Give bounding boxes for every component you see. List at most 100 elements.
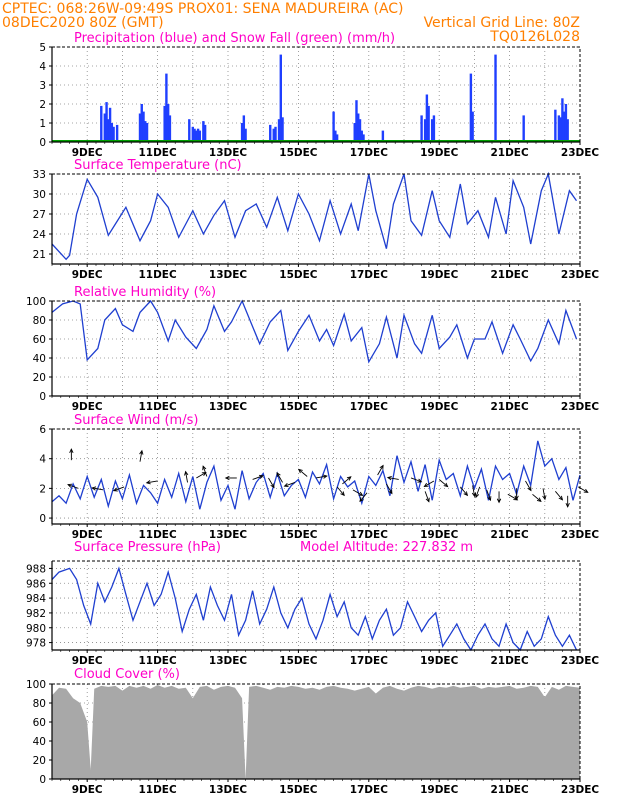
wind-arrow <box>298 469 308 477</box>
precip-bar <box>110 123 114 142</box>
temperature-xtick-label: 13DEC <box>209 269 248 281</box>
wind-arrow-head <box>496 498 502 504</box>
precip-bar <box>355 100 358 142</box>
header-model: TQ0126L028 <box>489 29 580 45</box>
panels-container: Precipitation (blue) and Snow Fall (gree… <box>26 31 599 796</box>
temperature-ytick-label: 33 <box>33 169 46 181</box>
humidity-ytick-label: 100 <box>26 296 46 308</box>
wind-arrow <box>438 479 448 487</box>
precip-bar <box>430 119 434 142</box>
precip-bar <box>242 115 246 142</box>
cloud-ytick-label: 100 <box>26 679 46 691</box>
wind-xtick-label: 13DEC <box>209 529 248 541</box>
cloud-ytick-label: 80 <box>33 698 46 710</box>
wind-arrow <box>139 450 143 462</box>
precip-bar <box>471 111 474 142</box>
wind-arrow <box>410 477 422 483</box>
wind-arrow-head <box>463 491 469 497</box>
pressure-xtick-label: 21DEC <box>490 655 529 667</box>
humidity-ytick-label: 60 <box>33 334 46 346</box>
precip-bar <box>191 126 194 142</box>
pressure-annotation: Model Altitude: 227.832 m <box>300 540 473 555</box>
wind-arrow <box>67 484 79 489</box>
wind-arrow-head <box>224 475 230 481</box>
precip-bar <box>140 104 143 142</box>
cloud-xtick-label: 21DEC <box>490 784 529 796</box>
pressure-ytick-label: 978 <box>26 638 46 650</box>
header-grid-line: Vertical Grid Line: 80Z <box>424 15 580 31</box>
wind-ytick-label: 6 <box>39 424 46 436</box>
precip-bar <box>188 119 191 142</box>
cloud-ytick-label: 0 <box>39 774 46 786</box>
precip-xtick-label: 11DEC <box>138 147 177 159</box>
wind-arrow <box>92 487 104 491</box>
wind-arrow <box>185 471 188 483</box>
precip-bar <box>357 113 360 142</box>
pressure-ytick-label: 988 <box>26 563 46 575</box>
precip-bar <box>269 124 272 142</box>
precip-bar <box>196 128 200 142</box>
temperature-title: Surface Temperature (nC) <box>74 158 242 173</box>
precip-bar <box>203 124 207 142</box>
wind-arrow-head <box>184 470 189 476</box>
humidity-xtick-label: 13DEC <box>209 401 248 413</box>
precip-bar <box>240 123 244 142</box>
precip-bar <box>332 111 335 142</box>
wind-arrow <box>424 480 435 487</box>
wind-arrow-head <box>91 486 97 491</box>
humidity-xtick-label: 9DEC <box>72 401 103 413</box>
precip-bar <box>353 123 356 142</box>
wind-arrow-head <box>145 480 151 485</box>
precip-xtick-label: 17DEC <box>350 147 389 159</box>
wind-arrow-head <box>112 487 118 492</box>
wind-arrow-head <box>527 486 532 492</box>
wind-arrow-head <box>386 476 392 481</box>
pressure-series-line <box>51 566 578 652</box>
precip-bar <box>566 119 569 142</box>
wind-arrow <box>284 482 296 487</box>
cloud-ytick-label: 40 <box>33 736 46 748</box>
wind-arrow-head <box>322 474 328 479</box>
pressure-panel: Surface Pressure (hPa) Model Altitude: 22… <box>26 540 599 667</box>
wind-ytick-label: 4 <box>39 454 46 466</box>
wind-arrow <box>387 477 399 480</box>
humidity-xtick-label: 15DEC <box>279 401 318 413</box>
wind-arrow <box>542 488 546 500</box>
wind-xtick-label: 17DEC <box>350 529 389 541</box>
precip-ytick-label: 2 <box>39 99 46 111</box>
pressure-ytick-label: 980 <box>26 623 46 635</box>
precip-bar <box>358 119 362 142</box>
precip-ytick-label: 3 <box>39 80 46 92</box>
precip-bar <box>202 121 205 142</box>
precip-bar <box>168 115 172 142</box>
precip-bar <box>112 126 115 142</box>
wind-arrow <box>486 489 491 501</box>
wind-arrow-head <box>487 496 492 502</box>
precip-bar <box>559 117 562 142</box>
temperature-ytick-label: 30 <box>33 189 46 201</box>
wind-panel: Surface Wind (m/s) 0 2 4 6 9DEC 11DEC 13DEC 15DE… <box>39 413 599 541</box>
precip-panel: Precipitation (blue) and Snow Fall (gree… <box>39 31 599 159</box>
precip-bar <box>198 130 202 142</box>
pressure-title: Surface Pressure (hPa) <box>74 540 221 555</box>
temperature-xtick-label: 19DEC <box>420 269 459 281</box>
precip-bar <box>427 105 430 142</box>
precip-xtick-label: 13DEC <box>209 147 248 159</box>
pressure-ytick-label: 984 <box>26 593 46 605</box>
wind-arrow <box>507 493 518 501</box>
wind-arrow <box>202 466 208 477</box>
wind-arrow-head <box>258 474 264 479</box>
wind-xtick-label: 23DEC <box>561 529 600 541</box>
precip-bar <box>144 121 147 142</box>
wind-arrow <box>525 480 532 491</box>
precip-xtick-label: 9DEC <box>72 147 103 159</box>
precip-bar <box>557 115 561 142</box>
wind-arrow <box>252 475 264 480</box>
temperature-xtick-label: 15DEC <box>279 269 318 281</box>
wind-arrow-head <box>536 497 542 503</box>
wind-arrow <box>359 492 368 502</box>
header-run-date: 08DEC2020 80Z (GMT) <box>2 15 164 31</box>
wind-arrow-head <box>69 448 74 453</box>
precip-xtick-label: 15DEC <box>279 147 318 159</box>
